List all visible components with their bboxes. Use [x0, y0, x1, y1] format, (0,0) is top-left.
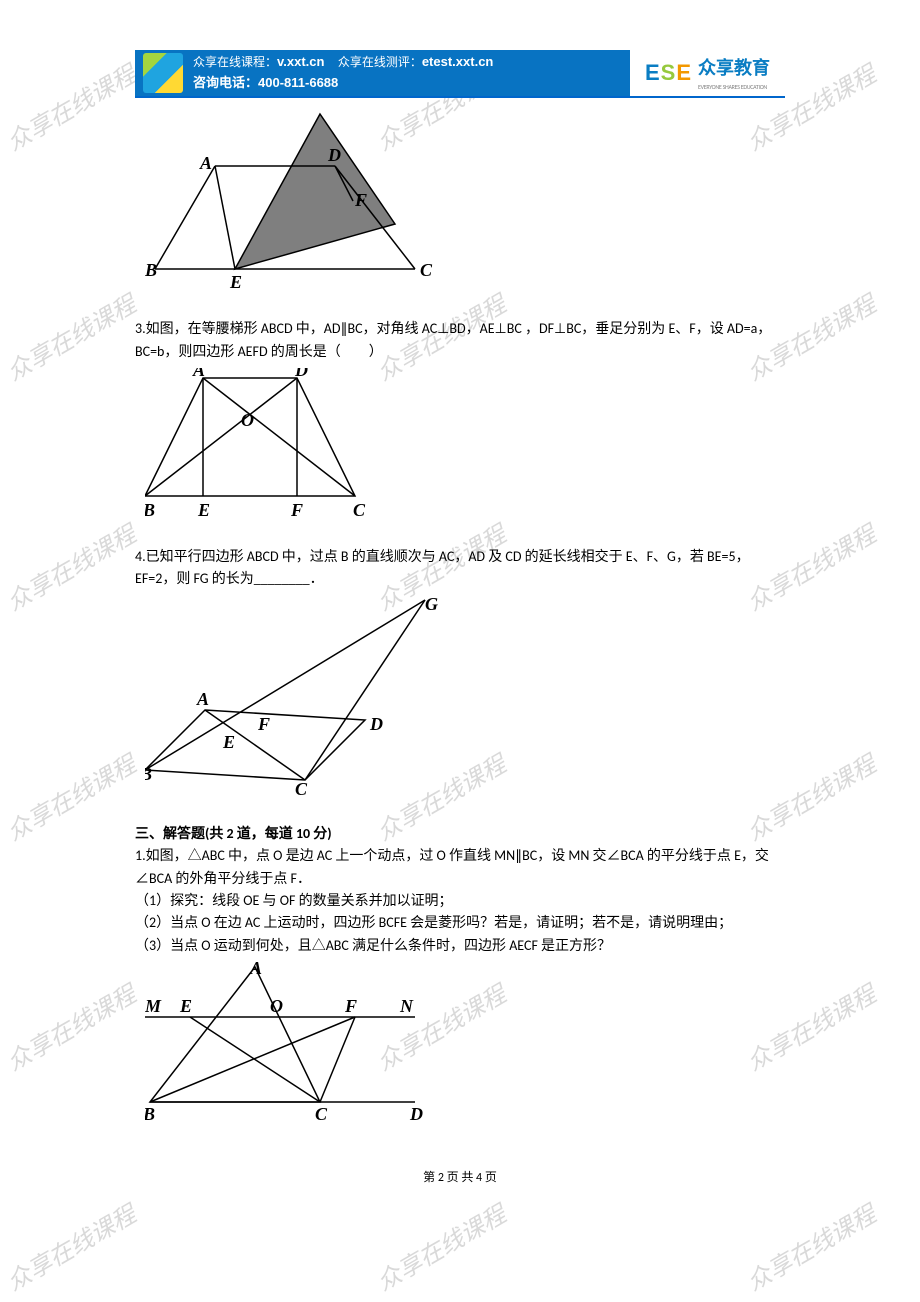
- label-f: F: [354, 190, 367, 210]
- section3-title: 三、解答题(共 2 道，每道 10 分): [135, 823, 785, 845]
- figure-q4: A B C D E F G: [145, 595, 785, 802]
- watermark: 众享在线课程: [0, 747, 144, 852]
- logo-container: ESE 众享教育 EVERYONE SHARES EDUCATION: [630, 50, 785, 96]
- label-m: M: [145, 996, 162, 1016]
- logo-cn: 众享教育: [698, 58, 770, 78]
- label-e: E: [179, 996, 192, 1016]
- watermark: 众享在线课程: [0, 1197, 144, 1302]
- label-a: A: [192, 368, 205, 380]
- label-c: C: [353, 500, 366, 520]
- section3-q1-p3: （3）当点 O 运动到何处，且△ABC 满足什么条件时，四边形 AECF 是正方…: [135, 935, 785, 957]
- banner-test-url: etest.xxt.cn: [422, 54, 494, 69]
- figure-q2: A B C D E F: [145, 106, 785, 303]
- figure-section3-q1: A B C D M N E F O: [145, 962, 785, 1129]
- q4-text: 4.已知平行四边形 ABCD 中，过点 B 的直线顺次与 AC，AD 及 CD …: [135, 546, 785, 591]
- banner-phone-label: 咨询电话：: [193, 75, 258, 90]
- page-footer: 第 2 页 共 4 页: [135, 1169, 785, 1188]
- header-banner: 众享在线课程：v.xxt.cn 众享在线测评：etest.xxt.cn 咨询电话…: [135, 50, 785, 98]
- label-g: G: [425, 595, 438, 614]
- logo-e2: E: [676, 60, 692, 85]
- q3-text: 3.如图，在等腰梯形 ABCD 中，AD∥BC，对角线 AC⊥BD，AE⊥BC …: [135, 318, 785, 363]
- banner-phone-number: 400-811-6688: [258, 75, 338, 90]
- watermark: 众享在线课程: [0, 977, 144, 1082]
- label-f: F: [344, 996, 357, 1016]
- watermark: 众享在线课程: [0, 57, 144, 162]
- label-f: F: [257, 714, 270, 734]
- label-a: A: [199, 153, 212, 173]
- banner-course-url: v.xxt.cn: [277, 54, 324, 69]
- label-b: B: [145, 260, 157, 280]
- label-a: A: [249, 962, 262, 978]
- section3-q1-p1: （1）探究：线段 OE 与 OF 的数量关系并加以证明；: [135, 890, 785, 912]
- label-o: O: [270, 996, 283, 1016]
- label-c: C: [315, 1104, 328, 1122]
- label-b: B: [145, 1104, 155, 1122]
- label-e: E: [222, 732, 235, 752]
- banner-course-label: 众享在线课程：: [193, 55, 277, 69]
- label-d: D: [327, 145, 341, 165]
- section3-q1-intro: 1.如图，△ABC 中，点 O 是边 AC 上一个动点，过 O 作直线 MN∥B…: [135, 845, 785, 890]
- section3-q1-p2: （2）当点 O 在边 AC 上运动时，四边形 BCFE 会是菱形吗？若是，请证明…: [135, 912, 785, 934]
- label-c: C: [420, 260, 433, 280]
- logo-s: S: [661, 60, 677, 85]
- label-n: N: [399, 996, 414, 1016]
- label-d: D: [409, 1104, 423, 1122]
- label-e: E: [229, 272, 242, 292]
- watermark: 众享在线课程: [0, 287, 144, 392]
- label-f: F: [290, 500, 303, 520]
- logo-sub: EVERYONE SHARES EDUCATION: [698, 83, 770, 93]
- label-c: C: [295, 779, 308, 795]
- label-d: D: [369, 714, 383, 734]
- figure-q3: A D B C E F O: [145, 368, 785, 530]
- label-o: O: [241, 410, 254, 430]
- label-a: A: [196, 689, 209, 709]
- label-b: B: [145, 500, 155, 520]
- banner-text: 众享在线课程：v.xxt.cn 众享在线测评：etest.xxt.cn 咨询电话…: [193, 52, 493, 94]
- watermark: 众享在线课程: [370, 1197, 514, 1302]
- label-b: B: [145, 764, 152, 784]
- logo-e1: E: [645, 60, 661, 85]
- banner-test-label: 众享在线测评：: [338, 55, 422, 69]
- label-e: E: [197, 500, 210, 520]
- label-d: D: [294, 368, 308, 380]
- watermark: 众享在线课程: [0, 517, 144, 622]
- watermark: 众享在线课程: [740, 1197, 884, 1302]
- banner-puzzle-icon: [143, 53, 183, 93]
